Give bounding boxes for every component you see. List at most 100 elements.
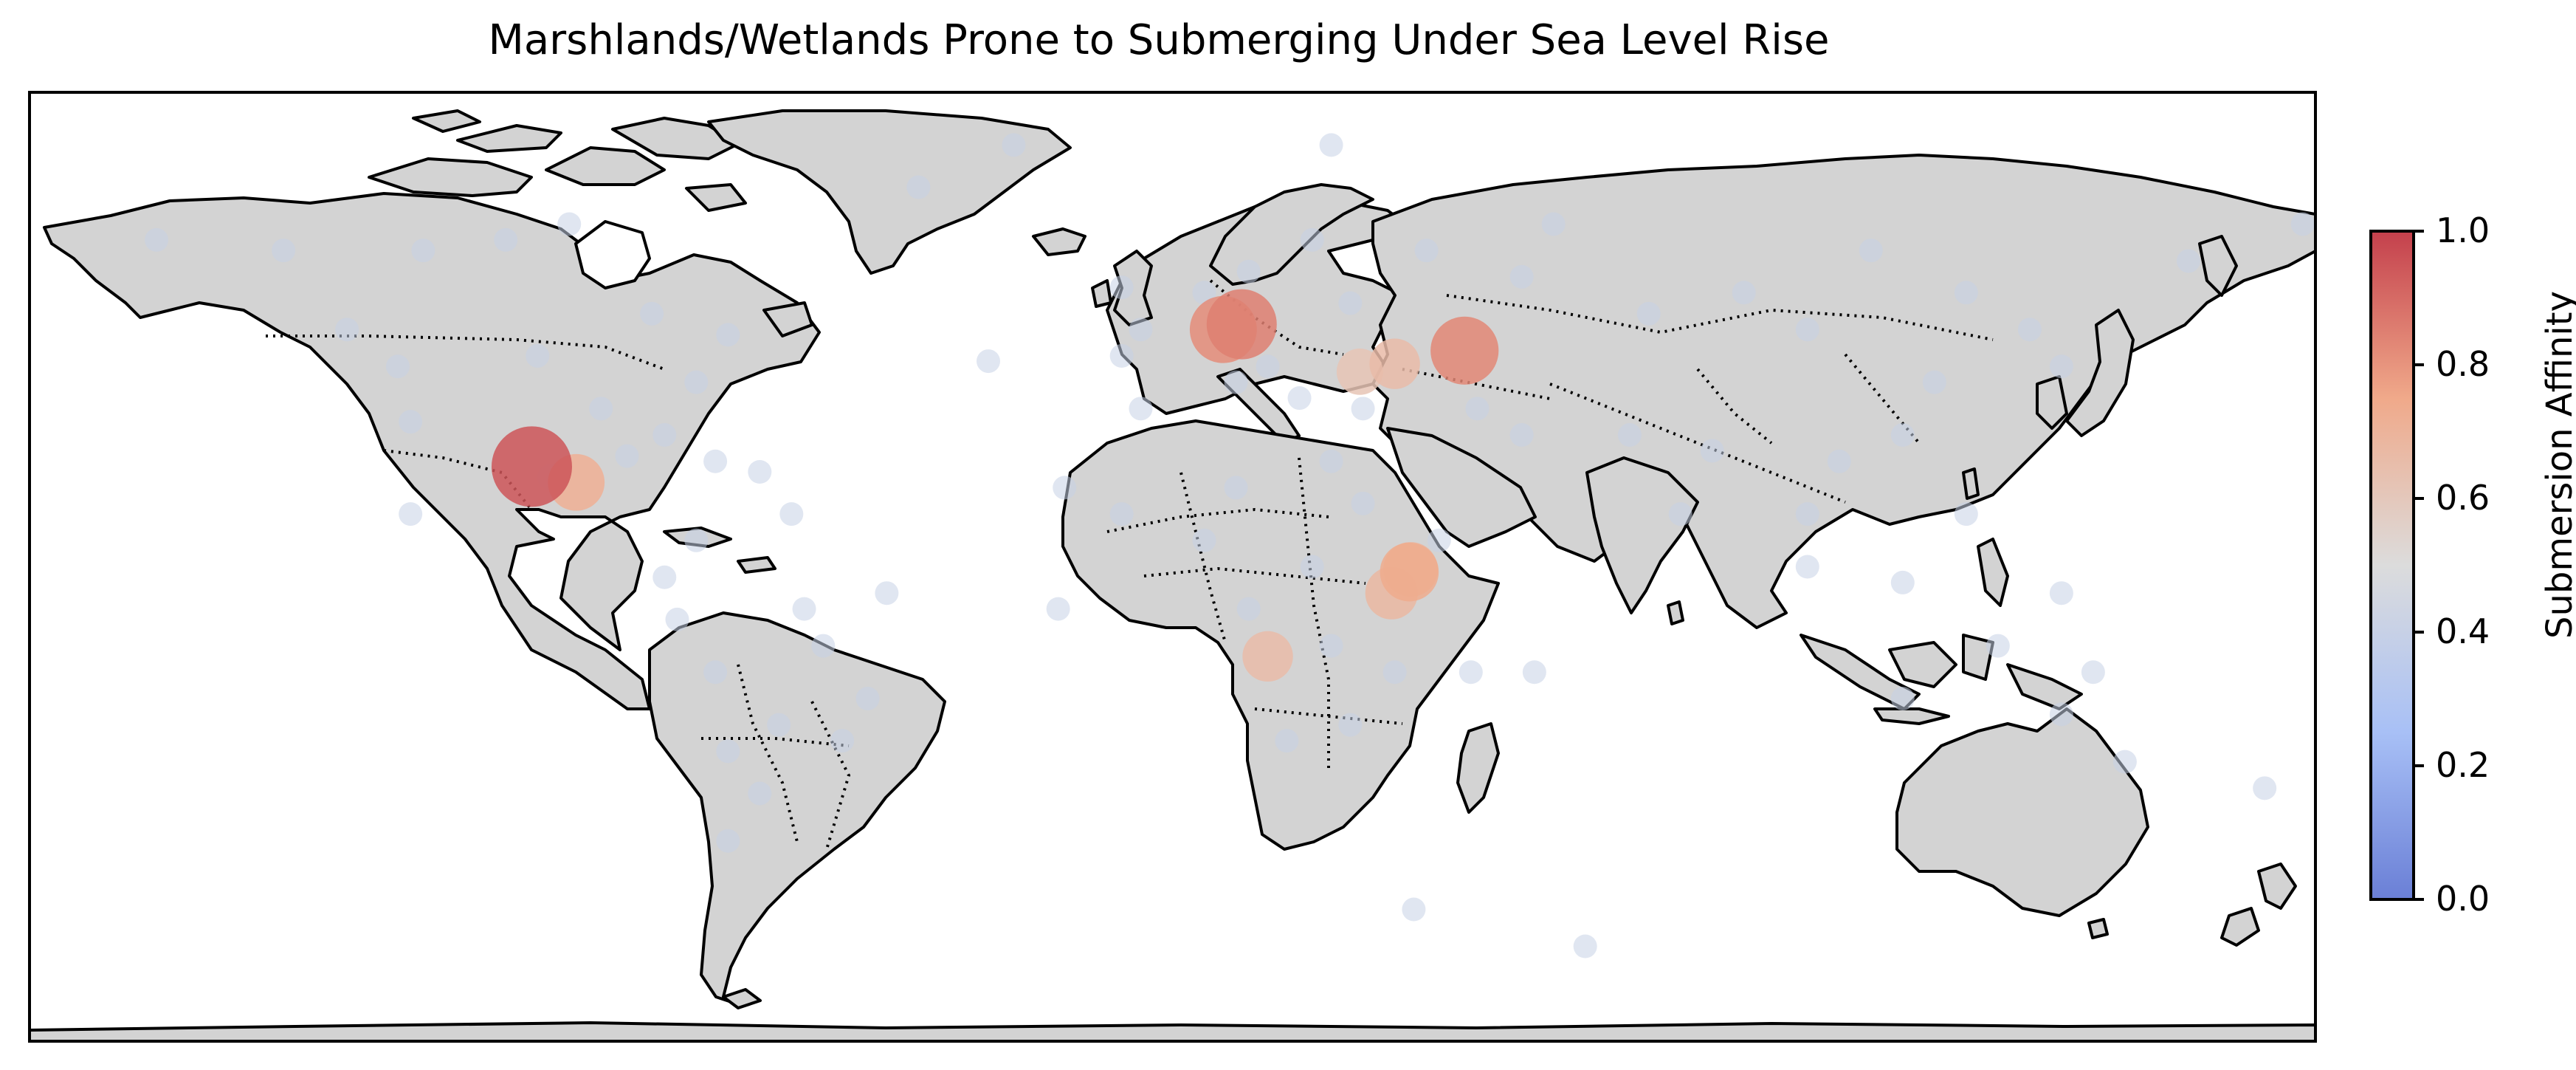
colorbar-tick-label: 0.4 [2436,611,2490,651]
wetland-point [1224,370,1248,394]
wetland-point [557,212,582,236]
wetland-point [1859,239,1883,263]
wetland-point [1287,386,1312,411]
wetland-point [1206,289,1277,360]
wetland-point [1986,634,2010,658]
wetland-point [811,634,836,658]
land-antarctica [30,1021,2315,1041]
wetland-point [830,729,855,753]
wetland-point [1300,555,1324,579]
wetland-point [411,239,435,263]
colorbar-label: Submersion Affinity [2539,291,2576,639]
wetland-point [1109,343,1134,368]
wetland-point [1573,934,1597,958]
wetland-point [1890,423,1915,447]
wetland-point [703,660,728,685]
wetland-point [792,597,816,621]
wetland-point [1046,597,1070,621]
wetland-point [1300,227,1324,252]
land-arctic-islands [368,157,533,197]
wetland-point [748,781,772,806]
wetland-point [1236,259,1261,284]
wetland-point [1224,476,1248,500]
wetland-point [1402,897,1426,922]
wetland-point [491,426,572,507]
wetland-point [1319,634,1343,658]
hudson-bay [574,220,651,289]
wetland-point [1668,502,1692,527]
wetland-point [145,227,169,252]
wetland-point [2017,318,2042,342]
wetland-point [1430,316,1499,385]
wetland-point [1002,133,1026,157]
wetland-point [1795,318,1819,342]
wetland-point [1275,729,1299,753]
chart-title: Marshlands/Wetlands Prone to Submerging … [488,16,1830,64]
wetland-point [2176,249,2200,273]
wetland-point [779,502,804,527]
wetland-point [1256,354,1280,379]
wetland-point [1954,281,1978,305]
wetland-point [767,713,791,737]
wetland-point [716,739,740,764]
wetland-point [1732,281,1756,305]
wetland-point [1129,397,1153,421]
wetland-point [716,323,740,347]
wetland-point [526,343,550,368]
wetland-point [684,370,709,394]
wetland-point [2049,354,2073,379]
wetland-point [1369,338,1420,389]
wetland-point [977,349,1001,374]
wetland-point [1109,275,1134,300]
wetland-point [399,502,423,527]
wetland-point [748,460,772,484]
land-iceland [1032,227,1086,256]
wetland-point [335,318,359,342]
wetland-point [1795,555,1819,579]
colorbar-tick-label: 0.0 [2436,879,2490,919]
wetland-point [2112,750,2137,774]
land-madagascar [1456,722,1500,814]
wetland-point [1053,476,1077,500]
wetland-point [1319,449,1343,473]
wetland-point [2049,581,2073,606]
wetland-point [1242,631,1293,682]
wetland-point [1509,264,1534,289]
wetland-point [716,829,740,853]
wetland-point [1890,570,1915,594]
wetland-point [906,175,931,199]
colorbar [2369,230,2415,901]
wetland-point [615,444,639,468]
map-frame [28,91,2317,1043]
country-borders [266,279,1994,850]
wetland-point [1192,528,1216,552]
wetland-point [1236,597,1261,621]
wetland-point [1922,370,1946,394]
land-japan [2065,309,2135,437]
wetland-markers [145,133,2315,958]
wetland-point [1338,713,1363,737]
wetland-point [1414,239,1439,263]
colorbar-tick-label: 0.2 [2436,745,2490,785]
land-philippines [1977,538,2009,607]
wetland-point [399,410,423,434]
wetland-point [1465,397,1490,421]
wetland-point [589,397,613,421]
wetland-point [1890,686,1915,710]
wetland-point [652,423,677,447]
wetland-point [684,528,709,552]
colorbar-tick-label: 0.6 [2436,478,2490,518]
colorbar-tick-label: 1.0 [2436,210,2490,250]
wetland-point [385,354,410,379]
colorbar-ticks [2414,230,2424,901]
wetland-point [1338,291,1363,315]
land-australia [1895,707,2149,917]
wetland-point [875,581,899,606]
wetland-point [1192,281,1216,305]
wetland-point [1795,502,1819,527]
wetland-point [1380,542,1439,602]
wetland-point [652,565,677,589]
land-india [1585,456,1699,614]
wetland-point [2049,702,2073,727]
